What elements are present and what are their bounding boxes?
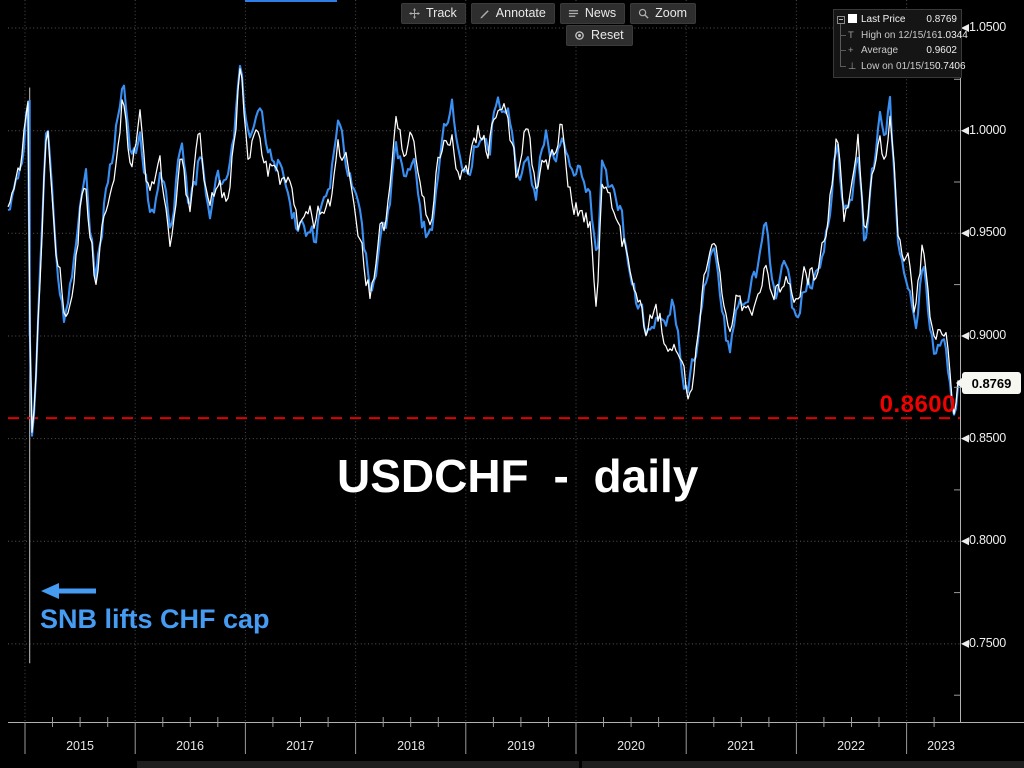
zoom-button[interactable]: Zoom: [630, 3, 697, 24]
x-axis-year-label: 2021: [727, 739, 755, 753]
button-label: Reset: [591, 28, 624, 42]
x-axis-year-label: 2016: [176, 739, 204, 753]
y-axis-tick-label: 1.0500: [969, 20, 1007, 34]
last-price-badge: 0.8769: [956, 372, 1021, 394]
legend-value: 0.9602: [926, 45, 957, 57]
y-axis-tick-label: 0.8500: [969, 431, 1007, 445]
y-axis-tick-label: 0.8000: [969, 533, 1007, 547]
track-move-icon: [409, 7, 420, 19]
button-label: Annotate: [495, 6, 546, 20]
x-axis-year-label: 2018: [397, 739, 425, 753]
magnifier-icon: [638, 8, 649, 19]
badge-notch-icon: [956, 377, 963, 389]
y-axis-tick-label: 1.0000: [969, 123, 1007, 137]
legend-value: 1.0344: [937, 29, 968, 41]
news-button[interactable]: News: [559, 3, 626, 24]
x-axis-year-label: 2020: [617, 739, 645, 753]
button-label: Track: [426, 6, 457, 20]
legend-row[interactable]: ⊥ Low on 01/15/15 0.7406: [837, 59, 966, 75]
pencil-icon: [479, 8, 490, 19]
tree-branch-icon: [837, 65, 848, 67]
y-axis-tick-label: 0.7500: [969, 636, 1007, 650]
x-axis-year-label: 2015: [66, 739, 94, 753]
track-button[interactable]: Track: [401, 3, 466, 24]
tree-branch-icon: [837, 34, 848, 36]
chart-toolbar: Track Annotate News Zoom: [401, 3, 697, 24]
low-marker-icon: ⊥: [848, 60, 857, 72]
snb-arrow-head-icon: [41, 583, 59, 599]
snb-annotation-text: SNB lifts CHF cap: [40, 604, 270, 634]
x-axis-year-label: 2022: [837, 739, 865, 753]
legend-box[interactable]: Last Price 0.8769 T High on 12/15/16 1.0344 +…: [833, 9, 968, 78]
news-lines-icon: [568, 8, 579, 19]
price-line: [7, 68, 959, 433]
bottom-window-edge-left: [137, 761, 579, 768]
y-axis-tick-label: 0.9000: [969, 328, 1007, 342]
legend-row[interactable]: + Average 0.9602: [837, 43, 957, 59]
button-label: News: [584, 6, 617, 20]
high-marker-icon: T: [848, 29, 854, 41]
last-price-swatch-icon: [848, 14, 861, 26]
button-label: Zoom: [655, 6, 688, 20]
chart-title-annotation: USDCHF - daily: [337, 450, 699, 502]
y-axis-tick-label: 0.9500: [969, 225, 1007, 239]
annotate-button[interactable]: Annotate: [470, 3, 555, 24]
legend-value: 0.7406: [934, 60, 966, 72]
top-edge-artifact: [245, 0, 337, 2]
support-level-label: 0.8600: [879, 391, 956, 418]
legend-label: High on 12/15/16: [861, 29, 938, 41]
legend-tree-rail: [840, 22, 841, 67]
reset-circle-icon: [574, 30, 585, 41]
legend-label: Average: [861, 45, 899, 57]
tree-branch-icon: [837, 50, 848, 52]
legend-row[interactable]: Last Price 0.8769: [837, 12, 957, 28]
legend-row[interactable]: T High on 12/15/16 1.0344: [837, 28, 968, 44]
chart-toolbar-reset-row: Reset: [566, 25, 633, 46]
x-axis-year-label: 2017: [286, 739, 314, 753]
last-price-value: 0.8769: [971, 375, 1012, 391]
axes: [8, 24, 1024, 754]
reset-button[interactable]: Reset: [566, 25, 633, 46]
bottom-window-edge-right: [582, 761, 1024, 768]
legend-label: Low on 01/15/15: [861, 60, 935, 72]
grid-lines: [8, 0, 960, 722]
price-line-shadow: [7, 64, 960, 437]
legend-label: Last Price: [861, 14, 906, 26]
x-axis-year-label: 2023: [927, 739, 955, 753]
collapse-box-icon: [837, 15, 848, 24]
average-marker-icon: +: [848, 45, 854, 56]
x-axis-year-label: 2019: [507, 739, 535, 753]
legend-value: 0.8769: [926, 14, 957, 26]
